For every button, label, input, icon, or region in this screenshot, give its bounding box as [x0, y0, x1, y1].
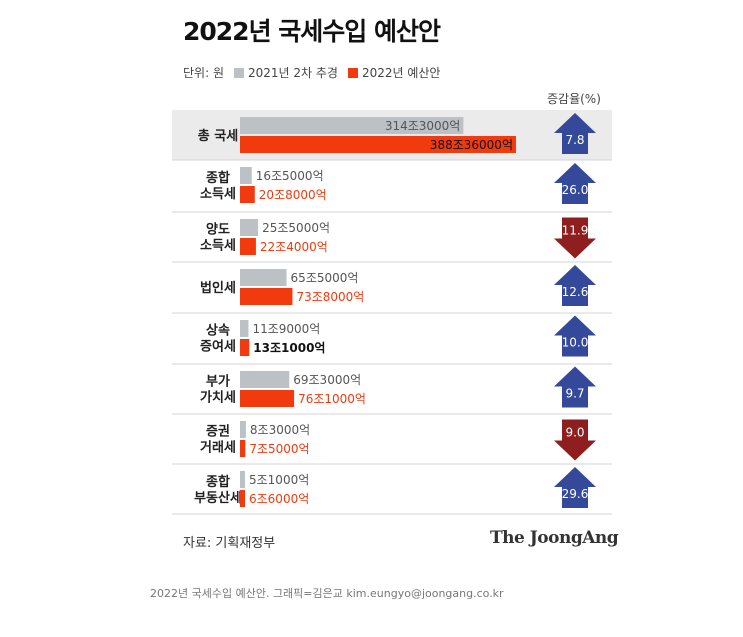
data-label-2021: 11조9000억: [252, 322, 320, 336]
bar-2021: [240, 371, 290, 388]
category-label: 소득세: [200, 187, 236, 202]
category-label: 양도: [206, 223, 230, 238]
bar-2021: [240, 421, 246, 438]
category-label: 가치세: [200, 390, 236, 406]
legend-label-2022: 2022년 예산안: [361, 66, 441, 80]
data-label-2021: 5조1000억: [249, 473, 309, 487]
bar-2021: [240, 117, 464, 134]
source-note: 자료: 기획재정부: [183, 536, 276, 551]
bar-2021: [240, 471, 245, 488]
data-label-2022: 20조8000억: [259, 188, 327, 202]
data-label-2021: 314조3000억: [385, 119, 461, 133]
graphic-credit: 2022년 국세수입 예산안. 그래픽=김은교 kim.eungyo@joong…: [150, 587, 504, 600]
data-label-2021: 8조3000억: [250, 423, 310, 437]
up-arrow-icon: [554, 265, 596, 306]
data-label-2022: 13조1000억: [253, 341, 325, 355]
bar-2022: [240, 186, 255, 203]
change-pct-label: 29.6: [562, 487, 589, 501]
bar-2022: [240, 440, 246, 457]
bar-2022: [240, 490, 245, 507]
change-pct-label: 9.0: [565, 426, 584, 440]
change-pct-label: 12.6: [562, 285, 589, 299]
category-label: 법인세: [200, 280, 236, 296]
category-label: 상속: [206, 324, 230, 339]
up-arrow-icon: [554, 163, 596, 204]
bar-2021: [240, 219, 259, 236]
category-label: 증권: [206, 425, 230, 440]
data-label-2022: 388조36000억: [430, 138, 513, 152]
data-label-2022: 73조8000억: [296, 290, 364, 304]
change-pct-header: 증감율(%): [547, 92, 601, 106]
data-label-2021: 69조3000억: [293, 373, 361, 387]
bar-2022: [240, 339, 250, 356]
change-pct-label: 11.9: [562, 224, 589, 238]
legend: 단위: 원 2021년 2차 추경 2022년 예산안: [183, 64, 440, 81]
up-arrow-icon: [554, 315, 596, 357]
legend-swatch-2021: [233, 67, 244, 78]
bar-2021: [240, 167, 252, 184]
data-label-2022: 76조1000억: [298, 392, 366, 406]
data-label-2021: 25조5000억: [262, 221, 330, 235]
bar-2022: [240, 136, 516, 153]
brand-logo: The JoongAng: [490, 528, 619, 548]
unit-label: 단위: 원: [183, 66, 224, 80]
bar-2021: [240, 269, 287, 286]
down-arrow-icon: [554, 217, 596, 259]
category-label: 거래세: [200, 441, 236, 456]
data-label-2022: 22조4000억: [260, 240, 328, 254]
chart-title: 2022년 국세수입 예산안: [183, 17, 441, 46]
category-label: 부가: [206, 375, 230, 390]
category-label: 부동산세: [194, 490, 242, 506]
data-label-2021: 16조5000억: [256, 169, 324, 183]
data-label-2022: 6조6000억: [249, 492, 309, 506]
category-label: 증여세: [200, 339, 236, 355]
bar-2022: [240, 390, 295, 407]
data-label-2022: 7조5000억: [249, 442, 309, 456]
category-label: 소득세: [200, 239, 236, 254]
up-arrow-icon: [554, 366, 596, 408]
category-label: 종합: [206, 474, 230, 490]
data-label-2021: 65조5000억: [291, 271, 359, 285]
legend-label-2021: 2021년 2차 추경: [247, 66, 338, 80]
category-label: 총 국세: [198, 128, 238, 144]
bar-2021: [240, 320, 249, 337]
down-arrow-icon: [554, 419, 596, 461]
change-pct-label: 7.8: [565, 133, 584, 147]
up-arrow-icon: [554, 113, 596, 154]
change-pct-label: 9.7: [565, 387, 584, 401]
legend-swatch-2022: [347, 67, 358, 78]
bar-2022: [240, 238, 256, 255]
change-pct-label: 10.0: [562, 336, 589, 350]
category-label: 종합: [206, 170, 230, 186]
up-arrow-icon: [554, 467, 596, 508]
change-pct-label: 26.0: [562, 183, 589, 197]
bar-2022: [240, 288, 293, 305]
